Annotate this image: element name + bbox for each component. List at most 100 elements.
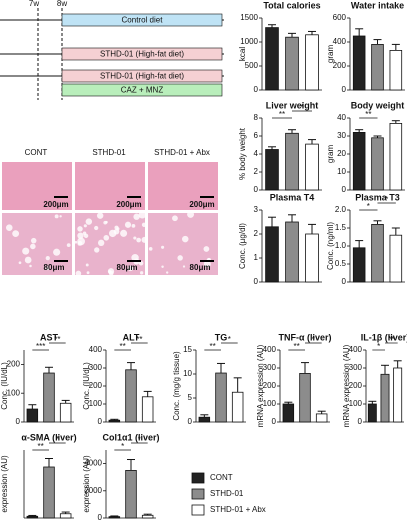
legend-swatch [191,504,205,516]
bar [43,466,55,519]
y-tick-label: 400 [333,37,347,46]
bar [305,34,319,91]
texture [6,224,13,231]
sig-stars: * [377,342,380,351]
bar [141,514,154,519]
y-tick-label: 2000 [84,486,102,495]
sig-stars: ** [365,110,371,119]
diet-bar [61,83,223,97]
sig-stars: *** [36,342,45,351]
bar-chart: Plasma T4 Conc. (µg/dl) 0 1 2 3 [238,192,322,286]
texture [138,211,146,219]
texture [133,213,140,220]
bar [231,391,244,423]
bar [367,403,377,423]
y-axis-label: mRNA expression (AU) [256,344,265,427]
texture [30,243,36,250]
texture [85,218,93,225]
texture [131,224,136,228]
y-axis-label: Conc. (IU/dL) [0,362,9,410]
chart-title: TNF-α (liver) [278,332,331,342]
texture [85,263,89,267]
bar [215,372,227,423]
bar [352,247,366,283]
texture [18,261,22,265]
bar [371,44,384,91]
bar [26,515,39,519]
texture [54,214,59,219]
y-tick-label: 40 [337,113,346,122]
texture [103,234,110,241]
bar-chart: IL-1β (liver) mRNA expression (AU) 0 100 200… [342,332,407,427]
texture [140,271,144,275]
texture [24,256,32,264]
y-tick-label: 400 [263,345,277,354]
texture [29,264,32,268]
chart-title: AST [40,332,59,342]
bar [198,416,211,423]
texture [96,212,104,219]
group-label: STHD-01 + Abx [154,148,210,157]
bar [265,149,279,191]
y-tick-label: 0 [342,185,347,194]
legend-swatch [191,488,205,500]
y-tick-label: 20 [337,149,346,158]
texture [203,246,210,252]
chart-title: α-SMA (liver) [21,432,76,442]
y-tick-label: 3 [254,205,259,214]
y-tick-label: 0 [98,513,103,522]
bar [380,373,390,423]
sig-stars: ** [279,110,285,119]
y-tick-label: 1000 [240,37,258,46]
y-axis-label: gram [326,145,335,164]
texture [182,235,189,243]
bar [285,221,299,283]
y-tick-label: 0 [254,277,259,286]
sig-stars: * [228,335,231,344]
scale-label: 80μm [44,263,65,272]
y-tick-label: 200 [263,381,277,390]
texture [113,228,120,235]
chart-title: Plasma T3 [355,192,400,202]
bar [26,408,39,423]
texture [103,220,108,225]
diet-bar [61,69,223,83]
y-tick-label: 2 [254,229,259,238]
texture [83,233,89,239]
y-axis-label: gram [326,45,335,64]
y-tick-label: 15 [183,345,192,354]
y-tick-label: 100 [7,388,21,397]
micrograph [148,162,218,210]
legend-label: STHD-01 + Abx [210,505,266,514]
sig-stars: ** [54,335,60,344]
texture [97,239,105,247]
bar [389,234,403,283]
diet-label: CAZ + MNZ [121,86,164,95]
texture [94,247,100,253]
bar [59,402,72,423]
bar [141,396,154,423]
bar-chart: Total calories kcal 0 500 1000 1500 [238,0,322,94]
y-tick-label: 1500 [240,13,258,22]
texture [77,226,83,232]
bar [125,469,137,519]
texture [77,240,83,246]
bar [299,372,311,423]
texture [172,215,178,222]
sig-stars: ** [294,342,300,351]
sig-stars: ** [38,442,44,451]
bar [125,369,137,423]
y-axis-label: mRNA expression (AU) [342,344,351,427]
y-tick-label: 0 [98,417,103,426]
texture [45,266,50,271]
texture [127,265,134,272]
bar [285,132,299,191]
bar-chart: Plasma T3 Conc. (ng/ml) 0 0.5 1.0 1.5 2.0 * * [326,192,405,286]
bar [393,367,403,423]
chart-title: ALT [123,332,140,342]
texture [86,271,90,275]
